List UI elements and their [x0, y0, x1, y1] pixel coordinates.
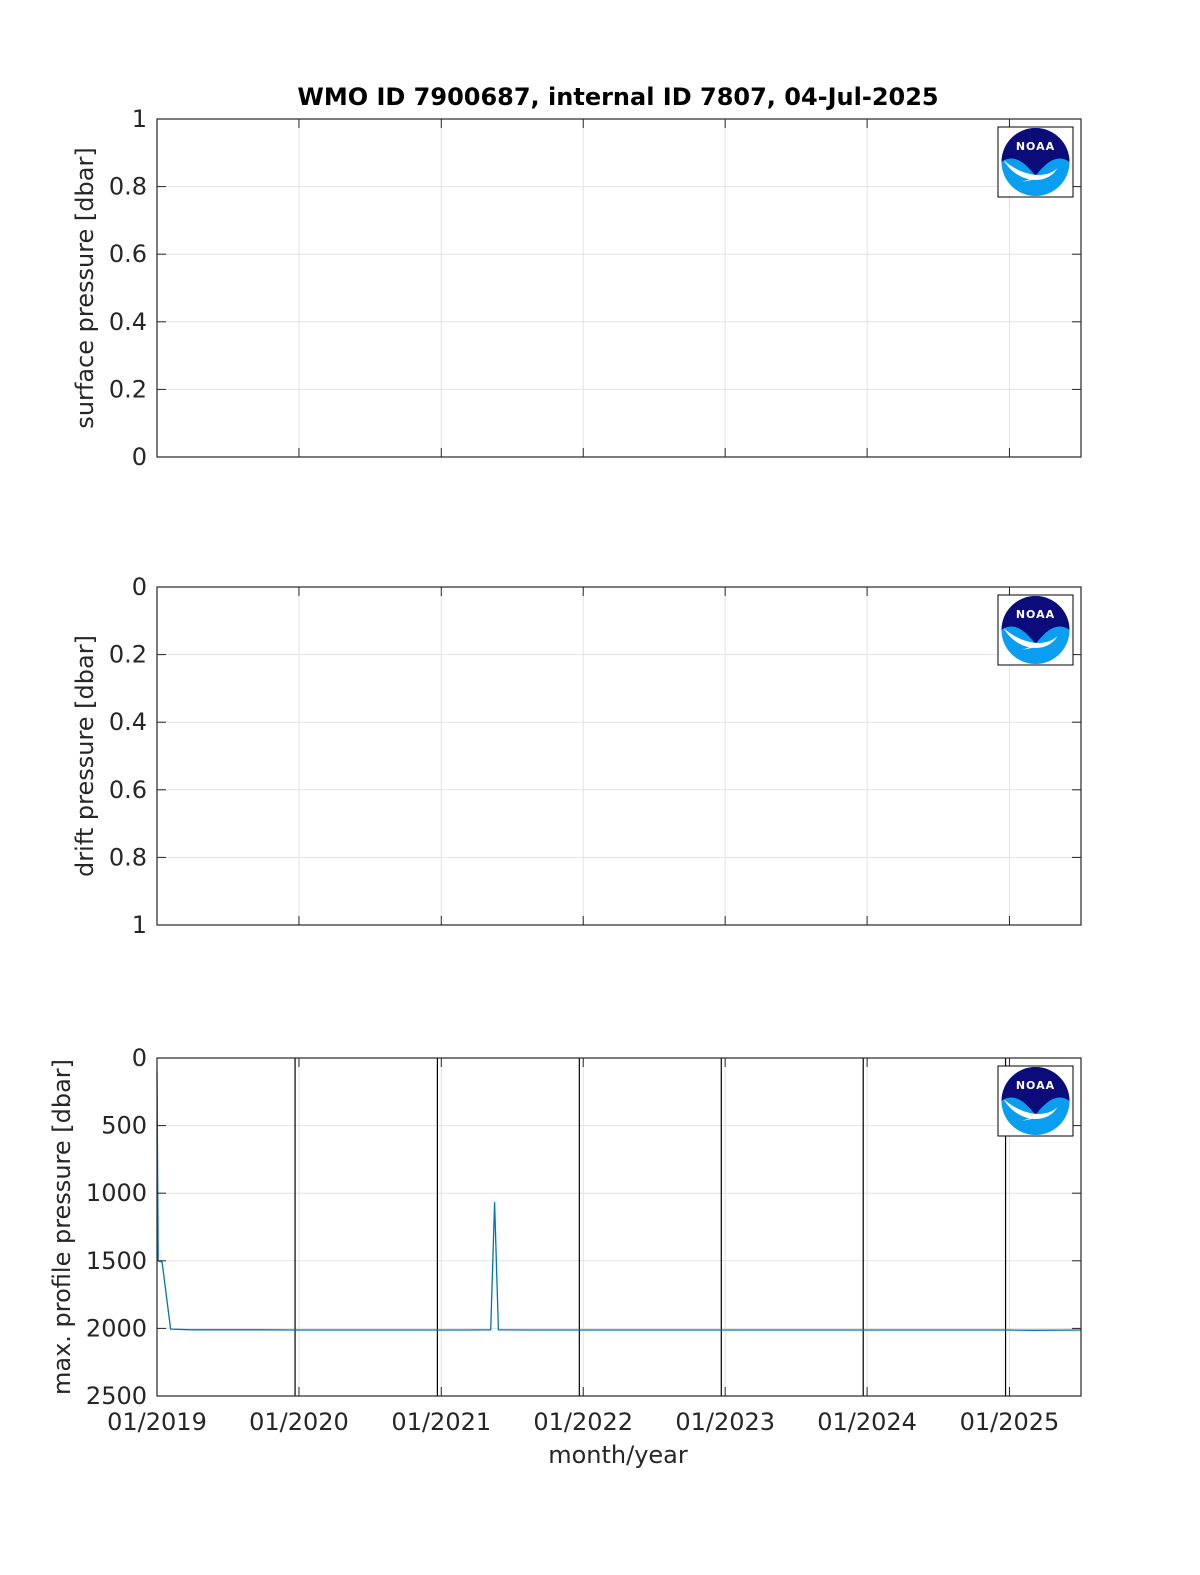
y-tick-label: 2500	[86, 1382, 147, 1410]
noaa-logo: NOAA	[997, 594, 1074, 666]
noaa-logo-sky	[1001, 596, 1070, 644]
y-tick-label: 0.4	[109, 308, 147, 336]
y-tick-label: 1	[132, 911, 147, 939]
x-tick-label: 01/2020	[249, 1408, 349, 1436]
y-tick-label: 0.8	[109, 843, 147, 871]
noaa-logo-sky	[1001, 128, 1070, 176]
noaa-logo: NOAA	[997, 1065, 1074, 1137]
axes-box	[156, 118, 1082, 458]
noaa-logo-sky	[1001, 1067, 1070, 1115]
x-tick-label: 01/2025	[960, 1408, 1060, 1436]
y-tick-label: 1	[132, 105, 147, 133]
x-tick-label: 01/2024	[817, 1408, 917, 1436]
y-tick-label: 0.6	[109, 240, 147, 268]
chart-panel-1: 0 0.2 0.4 0.6 0.8 1 surface pressure [dbar] NOA…	[71, 105, 1082, 471]
y-tick-label: 0.8	[109, 173, 147, 201]
axes-box	[156, 586, 1082, 926]
axes-box	[156, 1057, 1082, 1397]
y-tick-label: 500	[101, 1112, 147, 1140]
y-tick-label: 0	[132, 1044, 147, 1072]
y-tick-label: 0.4	[109, 708, 147, 736]
noaa-logo-wing	[1021, 174, 1046, 182]
noaa-logo-text: NOAA	[1016, 140, 1055, 153]
data-series-line	[156, 1071, 1082, 1331]
noaa-logo-gull	[1003, 1099, 1058, 1119]
y-axis-label: max. profile pressure [dbar]	[48, 1059, 76, 1395]
noaa-logo-text: NOAA	[1016, 1079, 1055, 1092]
y-tick-label: 0	[132, 443, 147, 471]
x-tick-label: 01/2021	[391, 1408, 491, 1436]
noaa-logo-wing	[1021, 1113, 1046, 1121]
noaa-logo: NOAA	[997, 126, 1074, 198]
y-tick-label: 0.2	[109, 641, 147, 669]
y-tick-label: 0.2	[109, 375, 147, 403]
chart-panel-2: 0 0.2 0.4 0.6 0.8 1 drift pressure [dbar] NOAA	[71, 573, 1082, 939]
y-axis-label: surface pressure [dbar]	[71, 147, 99, 428]
noaa-logo-text: NOAA	[1016, 608, 1055, 621]
y-tick-label: 2000	[86, 1314, 147, 1342]
y-tick-label: 0.6	[109, 776, 147, 804]
noaa-logo-gull	[1003, 628, 1058, 648]
x-tick-label: 01/2022	[533, 1408, 633, 1436]
y-tick-label: 1500	[86, 1247, 147, 1275]
y-axis-label: drift pressure [dbar]	[71, 635, 99, 877]
axes-layer: 0 0.2 0.4 0.6 0.8 1 surface pressure [dbar] NOA…	[48, 105, 1082, 1436]
figure-title: WMO ID 7900687, internal ID 7807, 04-Jul…	[297, 83, 938, 111]
x-axis-label: month/year	[548, 1441, 688, 1469]
x-tick-label: 01/2019	[107, 1408, 207, 1436]
noaa-logo-wing	[1021, 642, 1046, 650]
x-tick-label: 01/2023	[675, 1408, 775, 1436]
y-tick-label: 1000	[86, 1179, 147, 1207]
noaa-logo-gull	[1003, 160, 1058, 180]
y-tick-label: 0	[132, 573, 147, 601]
chart-panel-3: 0 500 1000 1500 2000 2500 max. profile pressur…	[48, 1044, 1082, 1436]
